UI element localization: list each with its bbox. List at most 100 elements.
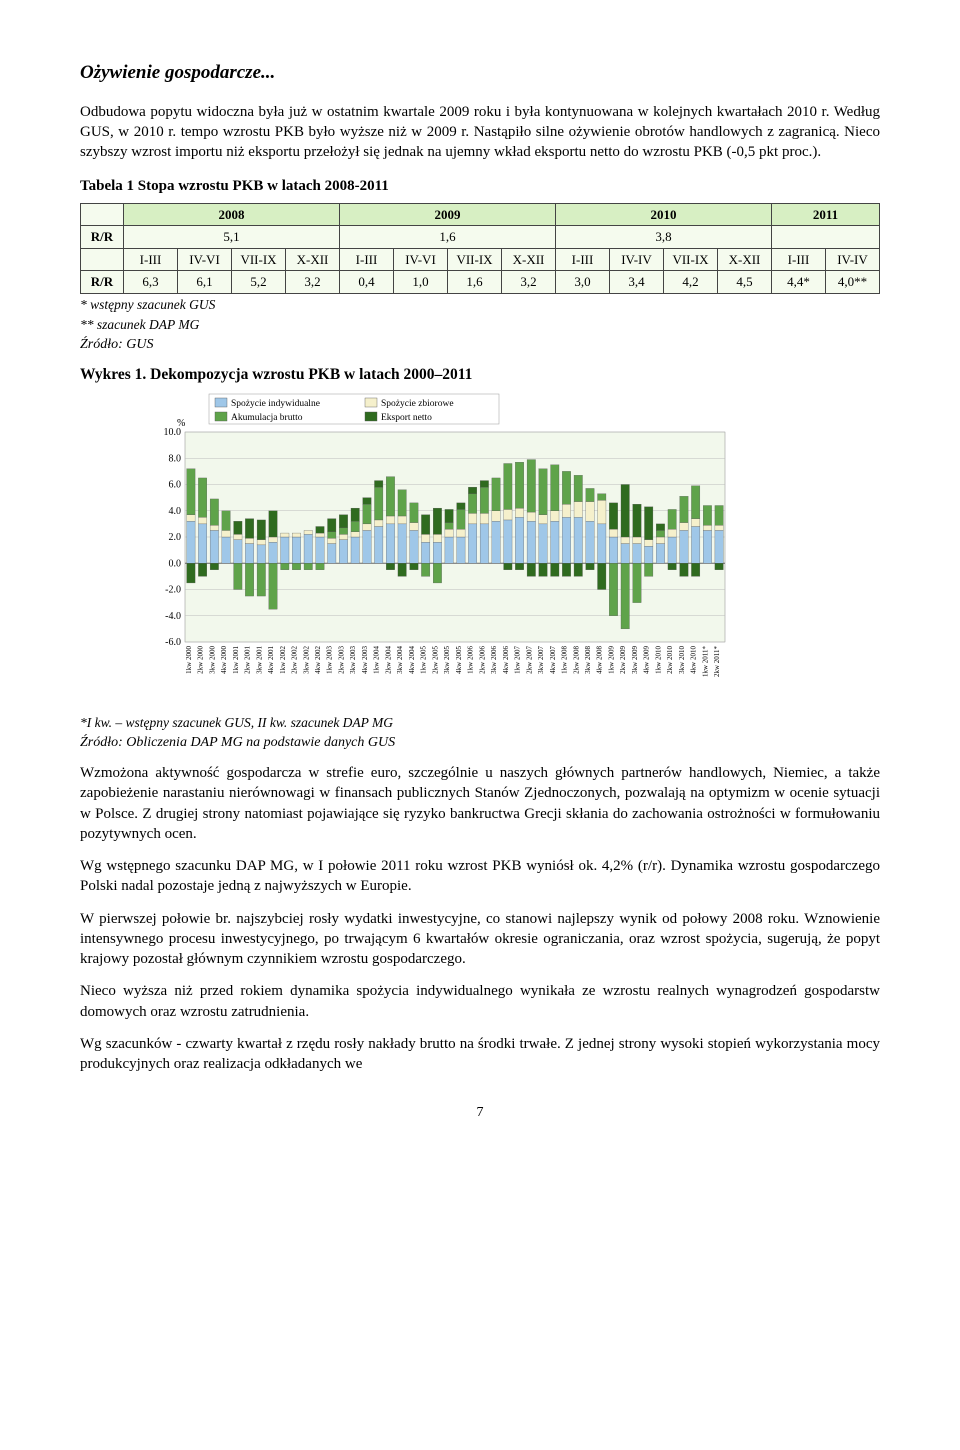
svg-text:4kw 2004: 4kw 2004 [408, 646, 416, 674]
period-header: VII-IX [664, 248, 718, 271]
rr-value: 3,0 [556, 271, 610, 294]
period-header: IV-VI [178, 248, 232, 271]
svg-text:2kw 2001: 2kw 2001 [244, 646, 252, 674]
table-note: ** szacunek DAP MG [80, 316, 880, 334]
annual-value [772, 226, 880, 249]
rr-label: R/R [81, 226, 124, 249]
chart-footnote: *I kw. – wstępny szacunek GUS, II kw. sz… [80, 714, 880, 732]
annual-value: 5,1 [124, 226, 340, 249]
svg-text:4kw 2008: 4kw 2008 [596, 646, 604, 674]
svg-text:3kw 2006: 3kw 2006 [490, 646, 498, 674]
period-header: VII-IX [448, 248, 502, 271]
svg-text:1kw 2006: 1kw 2006 [467, 646, 475, 674]
paragraph: Nieco wyższa niż przed rokiem dynamika s… [80, 981, 880, 1022]
svg-text:3kw 2002: 3kw 2002 [302, 646, 310, 674]
period-header: X-XII [718, 248, 772, 271]
chart-title: Wykres 1. Dekompozycja wzrostu PKB w lat… [80, 365, 880, 386]
rr-value: 6,3 [124, 271, 178, 294]
paragraph: Wg wstępnego szacunku DAP MG, w I połowi… [80, 856, 880, 897]
svg-text:1kw 2010: 1kw 2010 [654, 646, 662, 674]
period-header: IV-VI [394, 248, 448, 271]
svg-text:Eksport netto: Eksport netto [381, 413, 432, 423]
year-header: 2008 [124, 203, 340, 226]
svg-text:3kw 2001: 3kw 2001 [255, 646, 263, 674]
svg-text:2kw 2010: 2kw 2010 [666, 646, 674, 674]
svg-text:8.0: 8.0 [169, 453, 182, 464]
period-header: IV-IV [826, 248, 880, 271]
rr-value: 5,2 [232, 271, 286, 294]
period-header: I-III [772, 248, 826, 271]
chart-source: Źródło: Obliczenia DAP MG na podstawie d… [80, 734, 880, 753]
svg-text:4kw 2009: 4kw 2009 [643, 646, 651, 674]
svg-text:1kw 2011*: 1kw 2011* [701, 646, 709, 678]
svg-text:-4.0: -4.0 [165, 611, 181, 622]
svg-text:0.0: 0.0 [169, 558, 182, 569]
svg-text:2kw 2003: 2kw 2003 [337, 646, 345, 674]
rr-value: 3,2 [286, 271, 340, 294]
table-note: * wstępny szacunek GUS [80, 296, 880, 314]
paragraph: Wzmożona aktywność gospodarcza w strefie… [80, 763, 880, 844]
svg-text:1kw 2007: 1kw 2007 [514, 646, 522, 674]
paragraph: Odbudowa popytu widoczna była już w osta… [80, 102, 880, 163]
svg-text:2kw 2008: 2kw 2008 [572, 646, 580, 674]
svg-text:6.0: 6.0 [169, 480, 182, 491]
table-source: Źródło: GUS [80, 336, 880, 355]
svg-text:-6.0: -6.0 [165, 637, 181, 648]
table-caption: Tabela 1 Stopa wzrostu PKB w latach 2008… [80, 176, 880, 196]
paragraph: Wg szacunków - czwarty kwartał z rzędu r… [80, 1034, 880, 1075]
svg-text:3kw 2005: 3kw 2005 [443, 646, 451, 674]
period-header: X-XII [502, 248, 556, 271]
rr-value: 3,2 [502, 271, 556, 294]
chart-container: -6.0-4.0-2.00.02.04.06.08.010.0%1kw 2000… [150, 392, 880, 712]
svg-text:Akumulacja brutto: Akumulacja brutto [231, 413, 303, 423]
annual-value: 1,6 [340, 226, 556, 249]
svg-text:1kw 2001: 1kw 2001 [232, 646, 240, 674]
chart-svg: -6.0-4.0-2.00.02.04.06.08.010.0%1kw 2000… [150, 392, 730, 712]
svg-text:2kw 2011*: 2kw 2011* [713, 646, 721, 678]
svg-text:2kw 2005: 2kw 2005 [431, 646, 439, 674]
year-header: 2009 [340, 203, 556, 226]
svg-text:4kw 2001: 4kw 2001 [267, 646, 275, 674]
svg-text:2kw 2009: 2kw 2009 [619, 646, 627, 674]
annual-value: 3,8 [556, 226, 772, 249]
svg-text:4kw 2006: 4kw 2006 [502, 646, 510, 674]
period-header: VII-IX [232, 248, 286, 271]
svg-text:4kw 2007: 4kw 2007 [549, 646, 557, 674]
table-pkb: 2008 2009 2010 2011 R/R 5,1 1,6 3,8 I-II… [80, 203, 880, 294]
rr-value: 4,5 [718, 271, 772, 294]
svg-text:3kw 2003: 3kw 2003 [349, 646, 357, 674]
year-header: 2011 [772, 203, 880, 226]
period-header: I-III [340, 248, 394, 271]
blank [81, 248, 124, 271]
svg-text:3kw 2000: 3kw 2000 [208, 646, 216, 674]
period-header: X-XII [286, 248, 340, 271]
svg-text:1kw 2000: 1kw 2000 [185, 646, 193, 674]
svg-text:4kw 2010: 4kw 2010 [690, 646, 698, 674]
period-header: IV-IV [610, 248, 664, 271]
year-header: 2010 [556, 203, 772, 226]
svg-text:4kw 2005: 4kw 2005 [455, 646, 463, 674]
svg-text:2kw 2006: 2kw 2006 [478, 646, 486, 674]
svg-text:1kw 2002: 1kw 2002 [279, 646, 287, 674]
svg-text:4kw 2000: 4kw 2000 [220, 646, 228, 674]
svg-text:3kw 2007: 3kw 2007 [537, 646, 545, 674]
blank-header [81, 203, 124, 226]
rr-value: 4,0** [826, 271, 880, 294]
svg-text:2kw 2000: 2kw 2000 [197, 646, 205, 674]
rr-value: 6,1 [178, 271, 232, 294]
rr-value: 4,4* [772, 271, 826, 294]
svg-text:Spożycie zbiorowe: Spożycie zbiorowe [381, 399, 454, 409]
svg-text:4kw 2003: 4kw 2003 [361, 646, 369, 674]
svg-text:1kw 2004: 1kw 2004 [373, 646, 381, 674]
paragraph: W pierwszej połowie br. najszybciej rosł… [80, 909, 880, 970]
svg-text:1kw 2009: 1kw 2009 [607, 646, 615, 674]
svg-text:4.0: 4.0 [169, 506, 182, 517]
svg-text:2kw 2002: 2kw 2002 [291, 646, 299, 674]
svg-text:2kw 2004: 2kw 2004 [384, 646, 392, 674]
svg-text:1kw 2008: 1kw 2008 [561, 646, 569, 674]
svg-text:1kw 2005: 1kw 2005 [420, 646, 428, 674]
svg-text:2kw 2007: 2kw 2007 [525, 646, 533, 674]
rr-value: 1,6 [448, 271, 502, 294]
svg-text:4kw 2002: 4kw 2002 [314, 646, 322, 674]
svg-text:-2.0: -2.0 [165, 585, 181, 596]
